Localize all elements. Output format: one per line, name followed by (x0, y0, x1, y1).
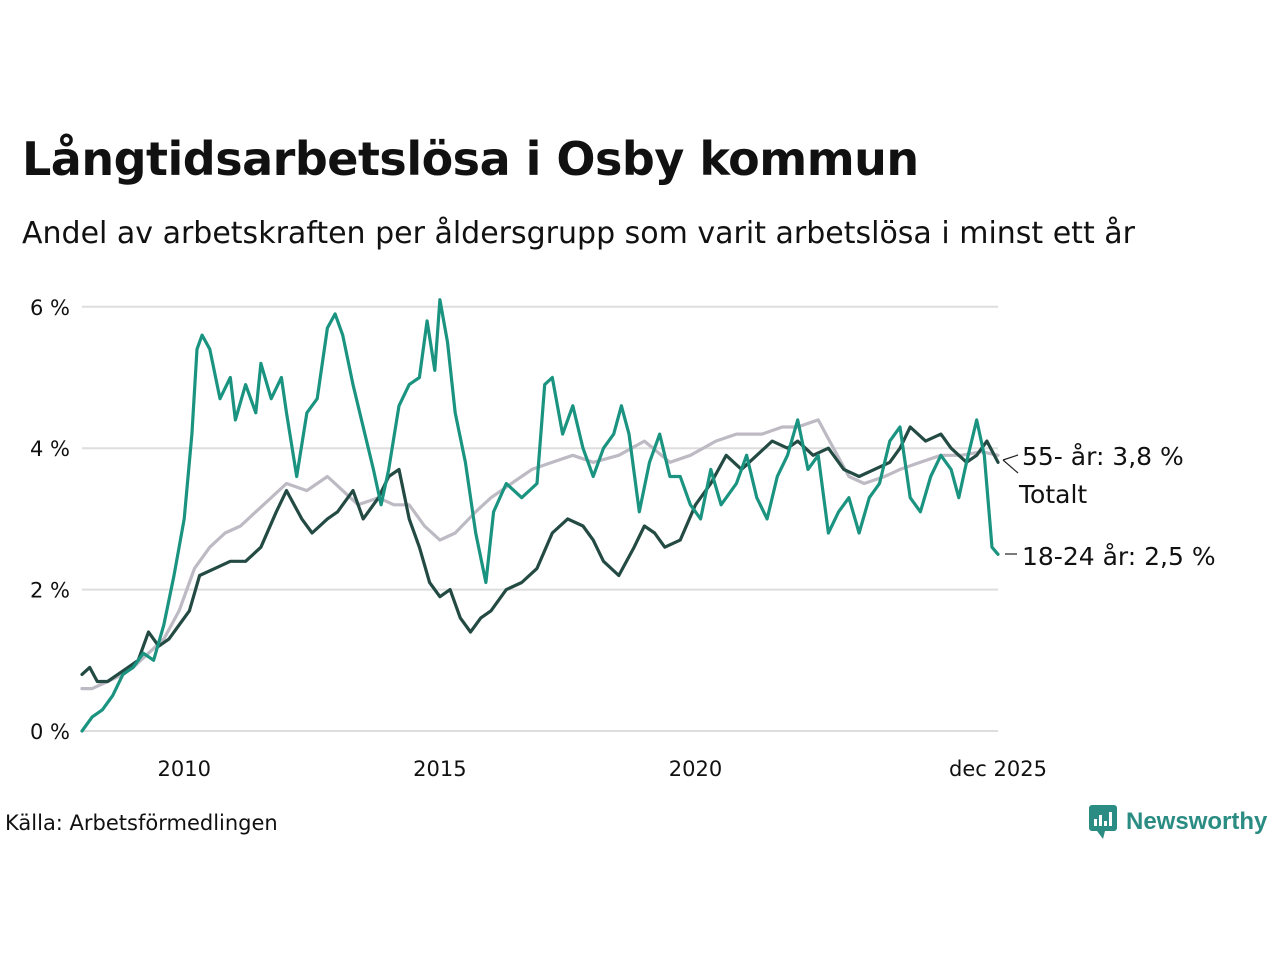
y-tick-label: 2 % (30, 579, 70, 603)
y-tick-label: 6 % (30, 296, 70, 320)
chart-title: Långtidsarbetslösa i Osby kommun (22, 132, 919, 186)
series-label-senior: 55- år: 3,8 % (1022, 442, 1184, 471)
newsworthy-logo-icon (1089, 805, 1117, 839)
series-label-youth: 18-24 år: 2,5 % (1022, 542, 1216, 571)
x-tick-label: 2010 (158, 757, 211, 781)
series-label-total: Totalt (1018, 480, 1087, 509)
label-leader-senior (1002, 454, 1019, 461)
label-leader-total (1002, 459, 1019, 474)
chart-subtitle: Andel av arbetskraften per åldersgrupp s… (22, 216, 1135, 251)
newsworthy-logo-text: Newsworthy (1126, 808, 1268, 835)
series-line-total (80, 418, 1000, 691)
y-axis-ticks: 0 % 2 % 4 % 6 % (30, 296, 70, 744)
y-tick-label: 4 % (30, 437, 70, 461)
series-labels: Totalt 55- år: 3,8 % 18-24 år: 2,5 % (1002, 442, 1216, 571)
series-line-senior (80, 425, 1000, 684)
gridlines (82, 305, 998, 732)
source-note: Källa: Arbetsförmedlingen (5, 811, 278, 835)
x-tick-label: dec 2025 (949, 757, 1047, 781)
y-tick-label: 0 % (30, 720, 70, 744)
x-tick-label: 2015 (413, 757, 466, 781)
x-axis-ticks: 2010 2015 2020 dec 2025 (158, 757, 1047, 781)
x-tick-label: 2020 (669, 757, 722, 781)
newsworthy-logo[interactable]: Newsworthy (1088, 804, 1267, 840)
series-line-youth (80, 298, 1000, 733)
series-lines (80, 298, 1000, 733)
